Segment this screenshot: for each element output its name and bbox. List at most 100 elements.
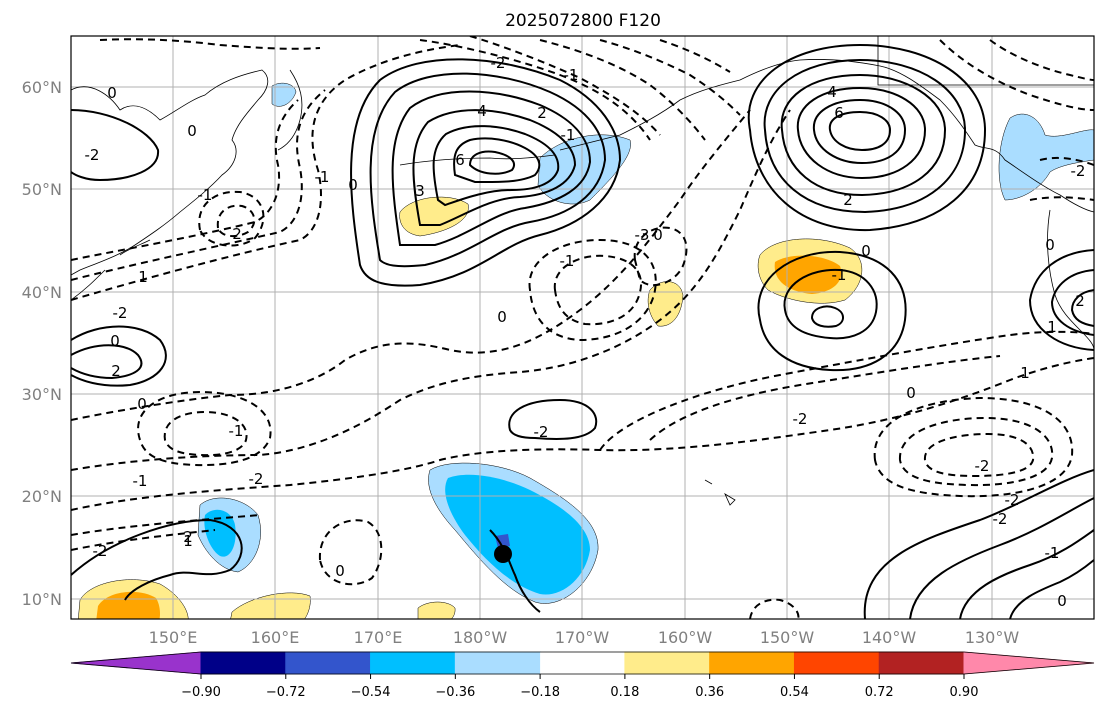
shade-light-blue-region <box>998 113 1094 201</box>
contour-line <box>599 330 1094 451</box>
colorbar-tick-label: 0.36 <box>695 685 724 700</box>
contour-line <box>1039 156 1094 166</box>
latitude-axis: 60°N 50°N 40°N 30°N 20°N 10°N <box>22 78 62 609</box>
contours-positive <box>71 43 1094 619</box>
contour-line <box>812 98 907 165</box>
contour-label: 0 <box>137 395 147 413</box>
contour-label: -2 <box>793 410 808 428</box>
latitude-label: 30°N <box>22 385 62 404</box>
contour-line <box>391 90 592 246</box>
contour-label: 3 <box>415 182 425 200</box>
latitude-label: 10°N <box>22 590 62 609</box>
contour-label: -1 <box>1045 544 1060 562</box>
contour-label: -2 <box>1005 491 1020 509</box>
contour-label: 1 <box>138 268 148 286</box>
contour-label: 2 <box>537 104 547 122</box>
contour-line <box>1028 249 1094 351</box>
contour-label: 0 <box>110 332 120 350</box>
contour-line <box>539 39 706 141</box>
colorbar-tick-label: 0.54 <box>780 685 809 700</box>
colorbar-tick-label: 0.90 <box>950 685 979 700</box>
contour-label: -2 <box>93 542 108 560</box>
storm-marker <box>494 545 512 563</box>
contour-label: 4 <box>827 83 837 101</box>
colorbar-segment <box>370 651 457 675</box>
colorbar-segment <box>200 651 287 675</box>
contour-line <box>198 190 265 247</box>
contour-line <box>649 355 1001 441</box>
contour-label: -2 <box>534 423 549 441</box>
contour-label: 0 <box>107 84 117 102</box>
coastline-kamchatka <box>277 69 303 151</box>
latitude-label: 40°N <box>22 283 62 302</box>
contour-line <box>318 519 383 586</box>
map-title: 2025072800 F120 <box>505 11 661 31</box>
longitude-label: 150°E <box>149 628 198 647</box>
contour-label: -1 <box>564 66 579 84</box>
contour-line <box>350 58 622 287</box>
contour-line <box>959 529 1094 619</box>
contour-line <box>763 58 967 214</box>
contour-label: 0 <box>335 562 345 580</box>
contour-label: 6 <box>834 104 844 122</box>
colorbar-segment <box>624 651 711 675</box>
latitude-label: 60°N <box>22 78 62 97</box>
longitude-label: 130°W <box>965 628 1020 647</box>
contour-line <box>1070 289 1094 327</box>
longitude-label: 150°W <box>760 628 815 647</box>
contour-label: 2 <box>1075 292 1085 310</box>
colorbar-segment <box>285 651 372 675</box>
contour-line <box>71 325 167 387</box>
coastline-aleutians <box>399 154 556 166</box>
shade-light-blue-region <box>271 82 297 107</box>
contour-line <box>553 254 643 326</box>
contour-line <box>71 529 216 551</box>
contour-label: 0 <box>861 242 871 260</box>
contour-label: 0 <box>1057 592 1067 610</box>
contour-line <box>71 344 143 380</box>
coastline-asia <box>71 69 269 276</box>
coastline-alaska <box>559 59 1094 213</box>
longitude-label: 160°E <box>251 628 300 647</box>
contour-label: 4 <box>477 102 487 120</box>
contour-line <box>99 38 321 50</box>
colorbar-tick-label: 0.72 <box>865 685 894 700</box>
map-panel: 0-2462-1-330-102-11-2020-1-2-1-20-10-2-1… <box>70 35 1095 620</box>
contour-line <box>71 109 160 182</box>
shade-light-yellow-region <box>417 601 456 619</box>
coastlines <box>71 36 1094 506</box>
contour-line <box>508 398 598 440</box>
shade-dark-blue-region <box>495 534 510 548</box>
contour-label: -2 <box>85 146 100 164</box>
contour-line <box>989 39 1094 81</box>
contour-line <box>923 432 1035 478</box>
coastline-northwest-america <box>1047 209 1094 351</box>
contour-label: -3 <box>635 226 650 244</box>
contour-line <box>796 86 927 180</box>
contour-label: -2 <box>1071 162 1086 180</box>
shading-layer <box>78 82 1094 619</box>
contour-line <box>71 44 461 301</box>
contour-line <box>453 137 541 184</box>
longitude-label: 170°W <box>555 628 610 647</box>
shade-blue-region <box>204 509 236 557</box>
contour-line <box>1029 196 1094 201</box>
contour-line <box>1050 269 1094 336</box>
contour-line <box>432 125 560 207</box>
colorbar-ticks: −0.90 −0.72 −0.54 −0.36 −0.18 0.18 0.36 0.54 0.7… <box>181 674 978 700</box>
colorbar-tick-label: −0.54 <box>351 685 391 700</box>
contour-line <box>216 204 256 238</box>
contour-label: -2 <box>975 457 990 475</box>
contour-line <box>412 109 577 226</box>
contour-label: 2 <box>183 528 193 546</box>
colorbar-segment <box>454 651 542 675</box>
contour-line <box>469 36 661 136</box>
colorbar-segment <box>793 651 881 675</box>
latitude-label: 20°N <box>22 487 62 506</box>
contour-line <box>71 518 243 601</box>
contour-label: 0 <box>653 226 663 244</box>
contour-line <box>489 529 541 613</box>
contour-label: -1 <box>560 252 575 270</box>
contour-line <box>873 396 1074 498</box>
shade-light-blue-region <box>537 134 631 205</box>
